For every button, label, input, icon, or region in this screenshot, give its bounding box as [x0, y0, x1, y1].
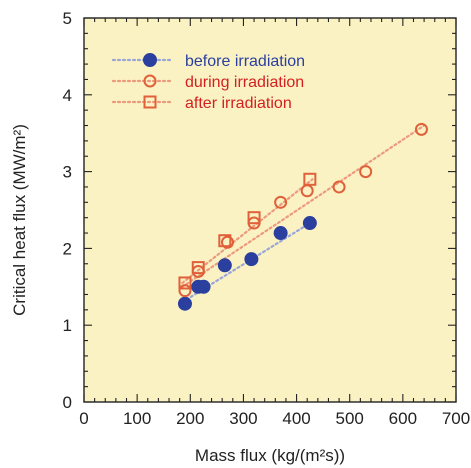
- y-tick-label: 1: [63, 316, 72, 335]
- data-point: [178, 276, 192, 290]
- x-tick-label: 600: [389, 409, 417, 428]
- y-tick-label: 0: [63, 393, 72, 412]
- data-point: [247, 211, 261, 225]
- y-tick-label: 3: [63, 163, 72, 182]
- data-point: [191, 261, 205, 275]
- x-tick-label: 0: [79, 409, 88, 428]
- y-tick-label: 5: [63, 9, 72, 28]
- legend-marker: [143, 74, 157, 88]
- legend-label: during irradiation: [185, 74, 304, 91]
- data-points: [177, 122, 428, 311]
- data-point: [218, 234, 232, 248]
- x-tick-label: 200: [176, 409, 204, 428]
- axis-ticks: [83, 17, 457, 403]
- x-tick-label: 300: [229, 409, 257, 428]
- data-point: [414, 122, 428, 136]
- data-point: [273, 226, 288, 241]
- plot-background: [84, 18, 456, 402]
- data-point: [303, 172, 317, 186]
- x-tick-label: 500: [336, 409, 364, 428]
- data-point: [302, 216, 317, 231]
- y-axis-label: Critical heat flux (MW/m²): [10, 124, 29, 316]
- fit-line: [181, 124, 426, 288]
- data-point: [217, 258, 232, 273]
- y-tick-label: 4: [63, 86, 72, 105]
- legend-marker: [143, 95, 157, 109]
- legend: before irradiation during irradiation afte…: [111, 53, 305, 112]
- legend-marker: [143, 53, 157, 67]
- data-point: [177, 296, 192, 311]
- legend-label: after irradiation: [185, 95, 292, 112]
- legend-label: before irradiation: [185, 53, 305, 70]
- data-point: [274, 195, 288, 209]
- data-point: [359, 165, 373, 179]
- x-tick-labels: 0 100 200 300 400 500 600 700: [79, 409, 470, 428]
- data-point: [332, 180, 346, 194]
- data-point: [196, 279, 211, 294]
- data-point: [178, 284, 192, 298]
- x-tick-label: 400: [282, 409, 310, 428]
- plot-frame: [83, 17, 457, 403]
- x-tick-label: 100: [123, 409, 151, 428]
- y-tick-label: 2: [63, 239, 72, 258]
- y-tick-labels: 0 1 2 3 4 5: [63, 9, 72, 412]
- x-tick-label: 700: [442, 409, 470, 428]
- data-point: [244, 252, 259, 267]
- data-point: [220, 235, 234, 249]
- x-axis-label: Mass flux (kg/(m²s)): [195, 446, 345, 465]
